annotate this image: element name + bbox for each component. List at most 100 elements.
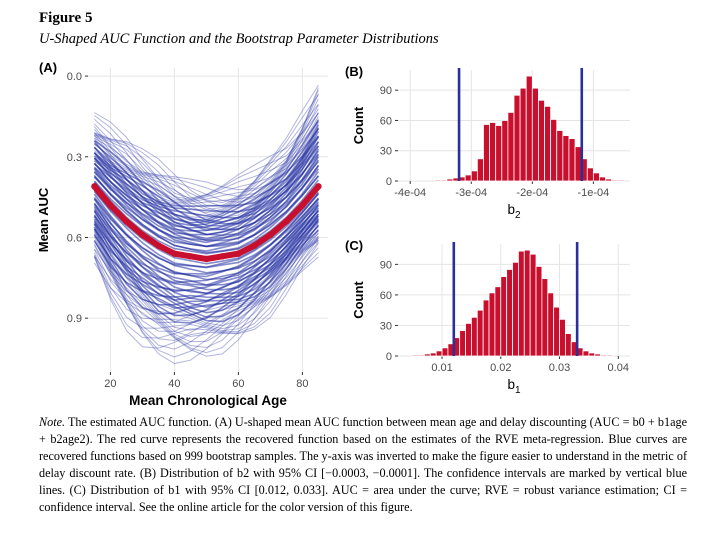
bootstrap-curve [94,85,319,204]
bootstrap-curve [94,108,319,199]
histogram-bar [494,286,502,357]
bootstrap-curve [93,228,319,332]
bootstrap-curve [93,179,320,255]
histogram-bar [547,292,555,357]
y-tick-label: 0.9 [67,313,82,325]
estimate-point [123,218,130,225]
bootstrap-curve [93,237,319,339]
histogram-bar [574,146,582,182]
bootstrap-curve [93,234,319,341]
histogram-bar [495,125,503,182]
x-tick-label: 0.04 [608,362,629,374]
histogram-bar [506,269,513,357]
x-axis-title: Mean Chronological Age [129,393,287,408]
bootstrap-curve [94,93,319,203]
histogram-bar [459,330,466,357]
bootstrap-curve [93,240,319,357]
figure-label: Figure 5 [39,10,93,26]
bootstrap-curve [94,120,319,204]
estimate-point [219,253,226,260]
histogram-bar [424,353,431,357]
y-tick-label: 0 [386,176,392,188]
bootstrap-curve [93,236,319,350]
histogram-bar [440,179,448,182]
histogram-bar [501,120,509,182]
y-tick-label: 90 [380,85,392,97]
x-tick-label: -3e-04 [455,187,487,199]
histogram-bar [564,333,572,357]
y-tick-label: 60 [380,290,392,302]
histogram-bar [588,352,596,357]
estimate-point [171,250,178,257]
bootstrap-curve [93,237,319,343]
histogram-bar [512,261,519,357]
histogram-bar [600,354,607,357]
figure-note: Note. The estimated AUC function. (A) U-… [39,414,687,516]
bootstrap-curve [94,89,319,197]
x-tick-label: -2e-04 [516,187,548,199]
bootstrap-curve [93,127,320,213]
histogram-bar [471,316,478,357]
y-tick-label: 0.6 [67,232,82,244]
histogram-bar [434,179,442,182]
x-tick-label: -4e-04 [394,187,426,199]
x-tick-label: 60 [232,378,244,390]
estimate-point [187,253,194,260]
y-tick-label: 30 [380,320,392,332]
estimate-point [299,202,306,209]
histogram-bar [586,167,594,182]
histogram-bar [476,309,484,357]
bootstrap-curve [94,113,319,214]
bootstrap-curve [93,229,319,324]
histogram-bar [568,138,576,182]
x-axis-title: b2 [507,202,521,221]
histogram-bar [594,353,602,357]
histogram-bar [476,158,484,182]
histogram-bar [523,249,531,357]
histogram-bar [541,278,549,357]
histogram-bar [544,105,552,182]
y-axis-title: Count [351,281,366,319]
bootstrap-curve [93,213,319,308]
bootstrap-curve [94,121,319,217]
bootstrap-curve [94,128,319,219]
histogram-bar [518,250,525,357]
bootstrap-curve [93,224,320,315]
bootstrap-curve [94,111,319,218]
bootstrap-curve [94,116,319,201]
estimate-point [155,242,162,249]
histogram-bar [489,122,497,182]
panel-label: (A) [39,60,57,75]
histogram-bar [507,111,515,182]
bootstrap-curve [93,141,320,231]
bootstrap-curve [93,131,320,219]
note-text: The estimated AUC function. (A) U-shaped… [39,415,687,514]
y-tick-label: 0.3 [67,152,82,164]
x-axis-title: b1 [507,377,521,396]
bootstrap-curve [93,243,319,365]
histogram-bar [582,350,590,357]
histogram-bar [500,276,508,357]
y-axis-title: Mean AUC [36,187,51,252]
histogram-bar [592,172,600,182]
histogram-bar [446,178,454,182]
x-tick-label: 20 [104,378,116,390]
y-tick-label: 90 [380,259,392,271]
histogram-bar [412,354,419,357]
bootstrap-curve [94,94,319,206]
bootstrap-curve [93,124,320,207]
bootstrap-curve [94,118,319,202]
histogram-bar [617,179,625,182]
bootstrap-curve [93,228,319,331]
estimate-point [107,202,114,209]
bootstrap-curve [93,219,319,323]
y-axis-title: Count [351,106,366,144]
bootstrap-curve [93,232,319,332]
estimate-point [235,250,242,257]
bootstrap-curve [93,222,319,327]
estimate-point [267,231,274,238]
histogram-bar [488,292,496,357]
bootstrap-curve [94,98,319,208]
bootstrap-curve [94,122,319,205]
bootstrap-curve [93,242,319,349]
